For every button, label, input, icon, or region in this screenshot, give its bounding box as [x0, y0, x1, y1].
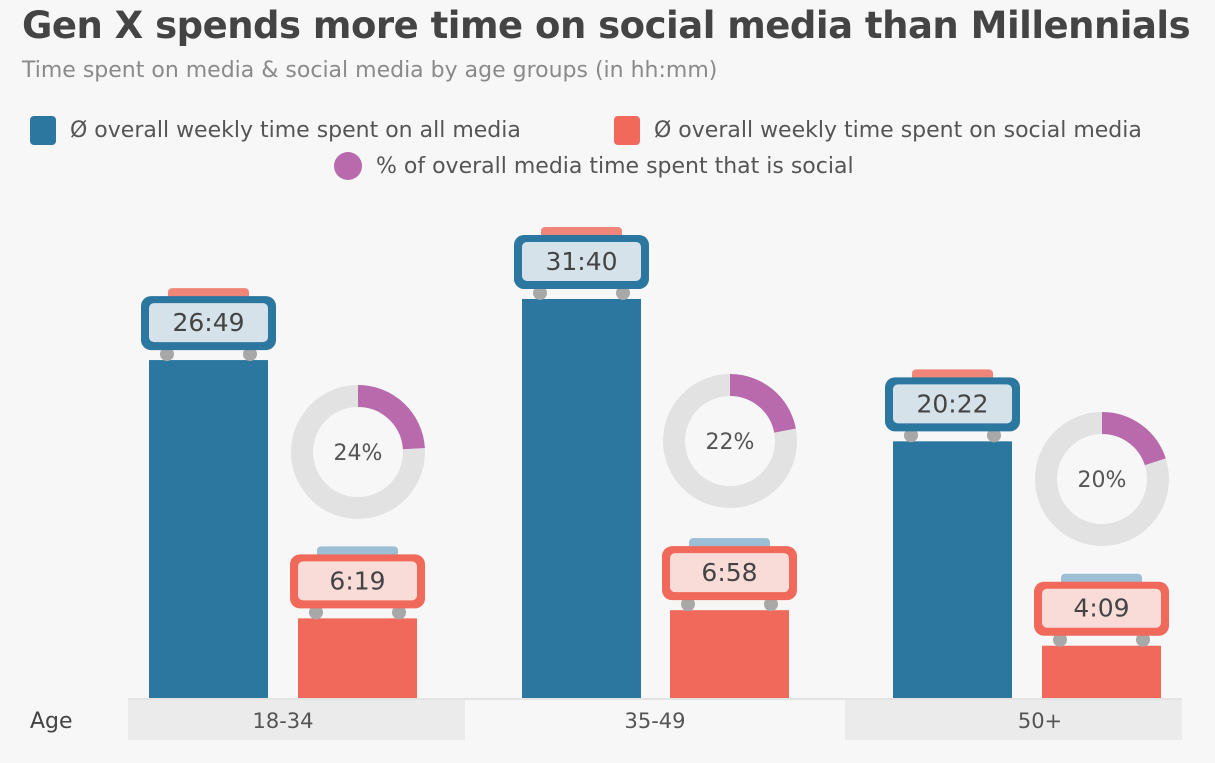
- donut-share-arc: [663, 374, 797, 508]
- x-tick-label: 35-49: [624, 709, 685, 733]
- chart-subtitle: Time spent on media & social media by ag…: [22, 58, 718, 83]
- data-label: 26:49: [172, 308, 244, 337]
- bar-social-media: [1042, 645, 1161, 698]
- category-band: [465, 700, 845, 740]
- bar-social-media: [670, 610, 789, 698]
- clock-face: [670, 553, 789, 593]
- clock-face: [149, 303, 268, 343]
- clock-foot-icon: [1053, 632, 1067, 647]
- clock-foot-icon: [681, 597, 695, 612]
- data-label: 6:58: [701, 558, 757, 587]
- legend-swatch-blue: [30, 116, 56, 145]
- legend-label: Ø overall weekly time spent on social me…: [654, 118, 1142, 143]
- legend-item-share: % of overall media time spent that is so…: [334, 152, 854, 180]
- data-label: 31:40: [545, 247, 617, 276]
- data-label: 6:19: [329, 566, 385, 595]
- bar-all-media: [149, 360, 268, 698]
- x-axis-title: Age: [30, 709, 73, 734]
- clock-face: [893, 384, 1012, 424]
- clock-foot-icon: [243, 347, 257, 362]
- clock-foot-icon: [764, 597, 778, 612]
- donut-label: 20%: [1078, 468, 1127, 493]
- clock-foot-icon: [1136, 632, 1150, 647]
- donut-share-arc: [291, 385, 425, 519]
- bar-social-media: [298, 618, 417, 698]
- clock-foot-icon: [533, 285, 547, 300]
- legend-item-social-media: Ø overall weekly time spent on social me…: [614, 116, 1142, 145]
- legend-dot-purple: [334, 152, 362, 180]
- category-band: [128, 700, 465, 740]
- donut-label: 24%: [334, 441, 383, 466]
- clock-foot-icon: [309, 605, 323, 620]
- legend-label: % of overall media time spent that is so…: [376, 153, 854, 179]
- legend-label: Ø overall weekly time spent on all media: [70, 118, 521, 143]
- clock-face: [298, 561, 417, 601]
- data-label: 4:09: [1073, 594, 1129, 623]
- clock-foot-icon: [392, 605, 406, 620]
- clock-face: [522, 241, 641, 281]
- clock-face: [1042, 588, 1161, 628]
- legend-item-all-media: Ø overall weekly time spent on all media: [30, 116, 521, 145]
- donut-share-arc: [1035, 412, 1169, 546]
- bar-all-media: [522, 298, 641, 698]
- category-band: [845, 700, 1182, 740]
- x-tick-label: 50+: [1018, 709, 1062, 733]
- legend-swatch-red: [614, 116, 640, 145]
- data-label: 20:22: [916, 389, 988, 418]
- chart-title: Gen X spends more time on social media t…: [22, 4, 1191, 47]
- x-tick-label: 18-34: [252, 709, 313, 733]
- clock-foot-icon: [616, 285, 630, 300]
- donut-label: 22%: [706, 430, 755, 455]
- clock-foot-icon: [160, 347, 174, 362]
- clock-foot-icon: [904, 428, 918, 443]
- clock-foot-icon: [987, 428, 1001, 443]
- bar-all-media: [893, 441, 1012, 698]
